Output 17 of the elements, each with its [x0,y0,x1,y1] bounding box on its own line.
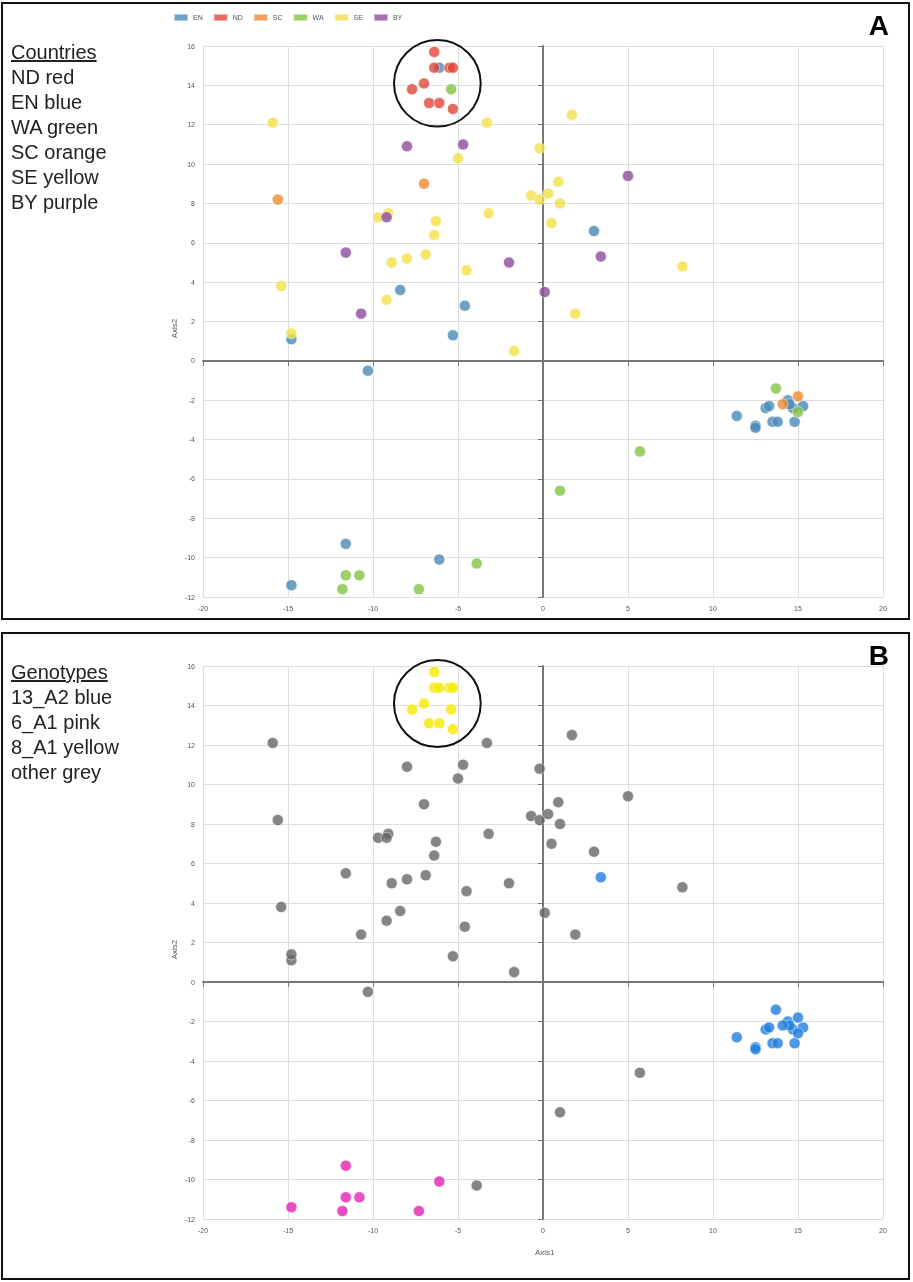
text: SC orange [11,140,107,165]
text: 13_A2 blue [11,685,114,710]
y-axis-title: Axis2 [170,939,180,959]
text: WA green [11,115,100,140]
x-axis-title: Axis1 [535,1248,555,1257]
text: SE yellow [11,165,100,190]
text: ND red [11,65,76,90]
text: 6_A1 pink [11,710,101,735]
text: other grey [11,760,103,785]
text: EN blue [11,90,84,115]
text: Countries [11,40,98,65]
chart-title: B [868,639,890,671]
text: Genotypes [11,660,109,685]
text: 8_A1 yellow [11,735,119,760]
text: BY purple [11,190,100,215]
y-axis-title: Axis2 [170,318,180,338]
chart-title: A [868,9,890,41]
